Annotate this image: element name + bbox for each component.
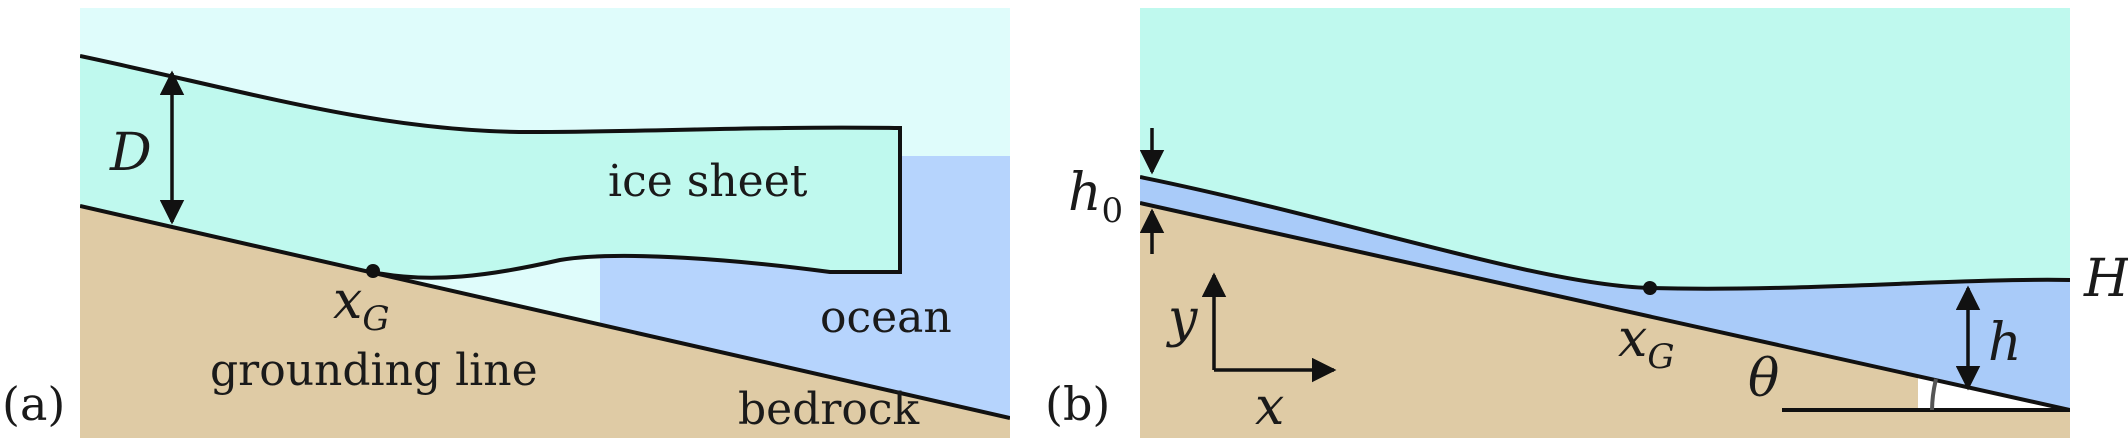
label-theta: θ xyxy=(1748,349,1779,409)
panel-a-ice-sheet xyxy=(80,56,900,278)
label-y: y xyxy=(1166,289,1198,349)
panel-b xyxy=(1140,8,2070,438)
panel-a-bedrock xyxy=(80,206,1010,438)
panel-b-grounding-point xyxy=(1643,281,1657,295)
panel-b-label: (b) xyxy=(1045,377,1110,431)
label-ocean: ocean xyxy=(820,292,952,343)
panel-a-label: (a) xyxy=(2,377,65,431)
panel-b-water-layer xyxy=(1140,177,2070,410)
label-d: D xyxy=(109,123,152,183)
panel-a-bed-line xyxy=(80,204,1010,420)
label-grounding-line: grounding line xyxy=(210,345,538,396)
panel-b-theta-arc xyxy=(1930,378,1938,411)
label-bedrock: bedrock xyxy=(738,384,920,435)
label-x: x xyxy=(1255,377,1284,437)
label-xg-a: xG xyxy=(333,271,390,339)
label-h0: h0 xyxy=(1068,163,1123,231)
label-ice-sheet: ice sheet xyxy=(608,156,808,207)
label-h: h xyxy=(1988,313,2022,373)
label-xg-b: xG xyxy=(1618,309,1675,377)
panel-b-bed-line xyxy=(1140,201,2070,412)
panel-b-bedrock xyxy=(1140,203,2070,438)
panel-a-grounding-point xyxy=(366,264,380,278)
panel-a-ice-surface xyxy=(80,54,902,280)
label-big-h: H xyxy=(2083,249,2128,309)
panel-a xyxy=(80,8,1010,438)
